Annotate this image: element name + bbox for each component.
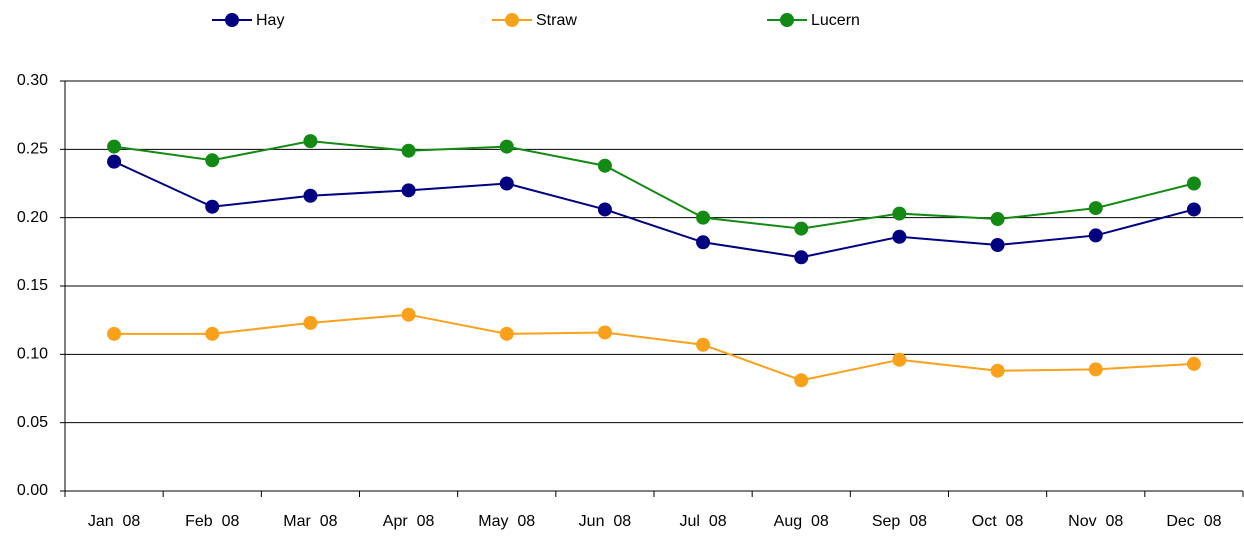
x-tick-label: Mar 08 [283,513,337,530]
y-tick-label: 0.05 [17,414,48,431]
point [1088,228,1103,243]
x-tick-label: Apr 08 [383,513,435,530]
point [696,235,711,250]
point [1186,356,1201,371]
point [401,307,416,322]
point [597,325,612,340]
legend-label: Hay [256,12,284,29]
point [990,363,1005,378]
point [892,352,907,367]
y-tick-label: 0.25 [17,141,48,158]
point [990,212,1005,227]
point [499,176,514,191]
point [205,199,220,214]
point [597,202,612,217]
y-tick-label: 0.10 [17,346,48,363]
point [990,238,1005,252]
point [205,153,220,168]
point [401,143,416,158]
legend-marker [225,13,239,27]
x-tick-label: Sep 08 [872,513,927,530]
point [794,250,809,265]
x-tick-label: Jul 08 [680,513,727,530]
x-tick-label: Jun 08 [579,513,632,530]
point [892,206,907,221]
point [205,326,220,341]
series-line [113,140,1195,230]
point [1186,176,1201,191]
legend-marker [505,13,519,27]
point [303,134,318,149]
point [696,337,711,352]
point [597,158,612,173]
x-tick-label: Dec 08 [1166,513,1221,530]
point [1088,201,1103,216]
point [499,139,514,154]
point [1088,362,1103,377]
point [794,221,809,236]
x-tick-label: Jan 08 [88,513,141,530]
point [303,188,318,203]
point [107,139,122,154]
point [107,326,122,341]
x-tick-label: Feb 08 [185,513,239,530]
point [499,326,514,341]
point [107,154,122,169]
point [794,373,809,388]
x-tick-label: Aug 08 [774,513,829,530]
point [892,229,907,244]
y-tick-label: 0.15 [17,277,48,294]
series-line [114,313,1194,382]
point [401,183,416,198]
series-line [113,160,1195,259]
x-tick-label: Oct 08 [972,513,1024,530]
legend-marker [780,13,794,27]
x-tick-label: May 08 [478,513,535,530]
point [1186,202,1201,217]
legend-label: Straw [536,12,577,29]
x-tick-label: Nov 08 [1068,513,1123,530]
point [696,210,711,225]
y-tick-label: 0.20 [17,209,48,226]
legend-label: Lucern [811,12,860,29]
y-tick-label: 0.30 [17,72,48,89]
point [303,315,318,330]
y-tick-label: 0.00 [17,482,48,499]
